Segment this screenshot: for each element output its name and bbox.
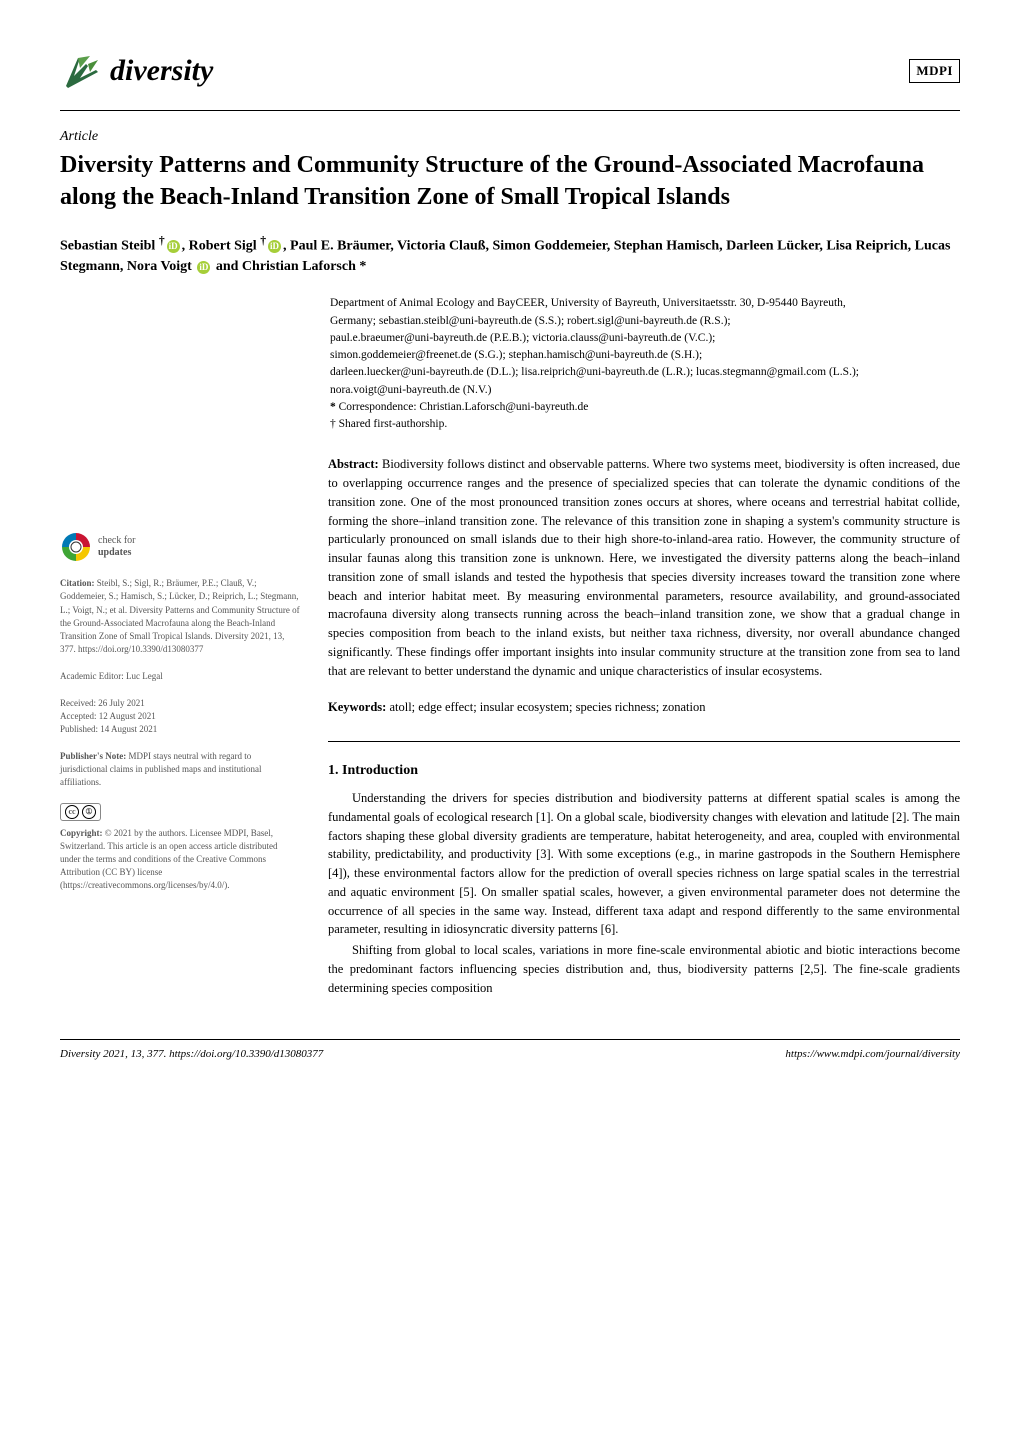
check-updates-badge[interactable]: check for updates [60,531,300,563]
mdpi-logo: MDPI [909,59,960,83]
page-header: diversity MDPI [60,50,960,92]
publisher-note-label: Publisher's Note: [60,751,126,761]
journal-name: diversity [110,54,213,88]
article-type: Article [60,129,960,145]
dates-block: Received: 26 July 2021 Accepted: 12 Augu… [60,697,300,736]
affiliation-line: Germany; sebastian.steibl@uni-bayreuth.d… [330,313,960,330]
editor-block: Academic Editor: Luc Legal [60,670,300,683]
journal-icon [60,50,102,92]
footer-left: Diversity 2021, 13, 377. https://doi.org… [60,1048,323,1060]
by-icon: ① [82,805,96,819]
article-title: Diversity Patterns and Community Structu… [60,149,960,214]
shared-first-line: † Shared first-authorship. [330,416,960,433]
copyright-label: Copyright: [60,828,103,838]
page-footer: Diversity 2021, 13, 377. https://doi.org… [60,1039,960,1060]
correspondence-line: * Correspondence: Christian.Laforsch@uni… [330,399,960,416]
abstract-block: Abstract: Biodiversity follows distinct … [328,455,960,680]
orcid-icon: iD [268,240,281,253]
accepted-date: Accepted: 12 August 2021 [60,710,300,723]
keywords-text: atoll; edge effect; insular ecosystem; s… [389,700,705,714]
keywords-label: Keywords: [328,700,386,714]
citation-text: Steibl, S.; Sigl, R.; Bräumer, P.E.; Cla… [60,578,300,653]
published-date: Published: 14 August 2021 [60,723,300,736]
section-heading: 1. Introduction [328,760,960,781]
abstract-label: Abstract: [328,457,379,471]
body-text: Understanding the drivers for species di… [328,789,960,997]
affiliation-block: Department of Animal Ecology and BayCEER… [60,295,960,433]
authors-line: Sebastian Steibl †iD, Robert Sigl †iD, P… [60,232,960,278]
section-title: Introduction [342,763,418,778]
citation-block: Citation: Steibl, S.; Sigl, R.; Bräumer,… [60,577,300,655]
check-updates-text: check for updates [98,535,135,559]
received-date: Received: 26 July 2021 [60,697,300,710]
body-paragraph: Understanding the drivers for species di… [328,789,960,939]
abstract-text: Biodiversity follows distinct and observ… [328,457,960,677]
orcid-icon: iD [167,240,180,253]
editor-name: Luc Legal [126,671,163,681]
affiliation-line: Department of Animal Ecology and BayCEER… [330,295,960,312]
check-updates-icon [60,531,92,563]
header-divider [60,110,960,111]
affiliation-line: darleen.luecker@uni-bayreuth.de (D.L.); … [330,364,960,381]
editor-label: Academic Editor: [60,671,124,681]
sidebar: check for updates Citation: Steibl, S.; … [60,441,300,999]
license-block: cc ① Copyright: © 2021 by the authors. L… [60,803,300,892]
body-paragraph: Shifting from global to local scales, va… [328,941,960,997]
citation-label: Citation: [60,578,95,588]
main-content: Abstract: Biodiversity follows distinct … [328,441,960,999]
section-number: 1. [328,763,339,778]
affiliation-line: paul.e.braeumer@uni-bayreuth.de (P.E.B.)… [330,330,960,347]
cc-badge: cc ① [60,803,300,821]
journal-logo: diversity [60,50,213,92]
publisher-note-block: Publisher's Note: MDPI stays neutral wit… [60,750,300,789]
affiliation-line: nora.voigt@uni-bayreuth.de (N.V.) [330,382,960,399]
section-divider [328,741,960,742]
orcid-icon: iD [197,261,210,274]
cc-icon: cc [65,805,79,819]
affiliation-line: simon.goddemeier@freenet.de (S.G.); step… [330,347,960,364]
keywords-block: Keywords: atoll; edge effect; insular ec… [328,698,960,717]
footer-right: https://www.mdpi.com/journal/diversity [785,1048,960,1060]
